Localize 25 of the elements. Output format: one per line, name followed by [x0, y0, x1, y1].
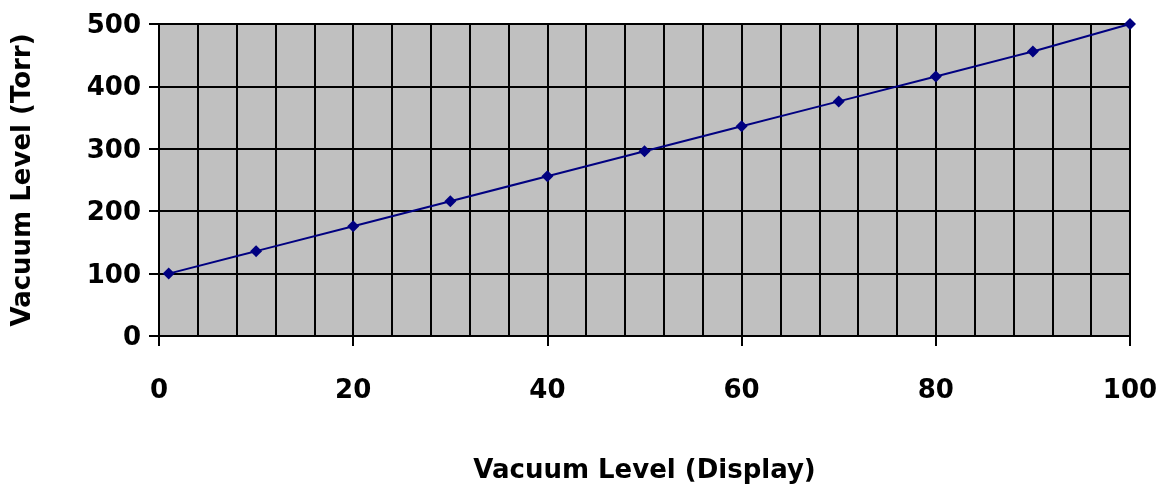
x-tick-label: 100	[1102, 374, 1158, 404]
point	[162, 267, 175, 280]
y-tick-label: 300	[86, 133, 141, 164]
x-tick-label: 80	[917, 374, 954, 404]
x-tick-label: 40	[529, 374, 566, 404]
point	[250, 245, 263, 258]
point	[1124, 18, 1136, 30]
point	[347, 220, 360, 233]
y-tick-label: 500	[86, 9, 141, 39]
x-axis-title: Vacuum Level (Display)	[473, 454, 816, 484]
point	[1026, 45, 1039, 58]
point	[735, 120, 748, 133]
point	[638, 145, 651, 158]
point	[832, 95, 845, 108]
y-tick-label: 200	[86, 196, 141, 227]
point	[929, 70, 942, 83]
x-tick-label: 60	[723, 374, 760, 404]
x-tick-label: 20	[335, 374, 372, 404]
y-tick-label: 0	[122, 321, 141, 351]
point	[541, 170, 554, 183]
y-tick-label: 400	[86, 71, 141, 102]
y-axis-title: Vacuum Level (Torr)	[6, 33, 36, 327]
x-tick-label: 0	[149, 374, 169, 404]
point	[444, 195, 457, 208]
y-tick-label: 100	[86, 258, 141, 289]
